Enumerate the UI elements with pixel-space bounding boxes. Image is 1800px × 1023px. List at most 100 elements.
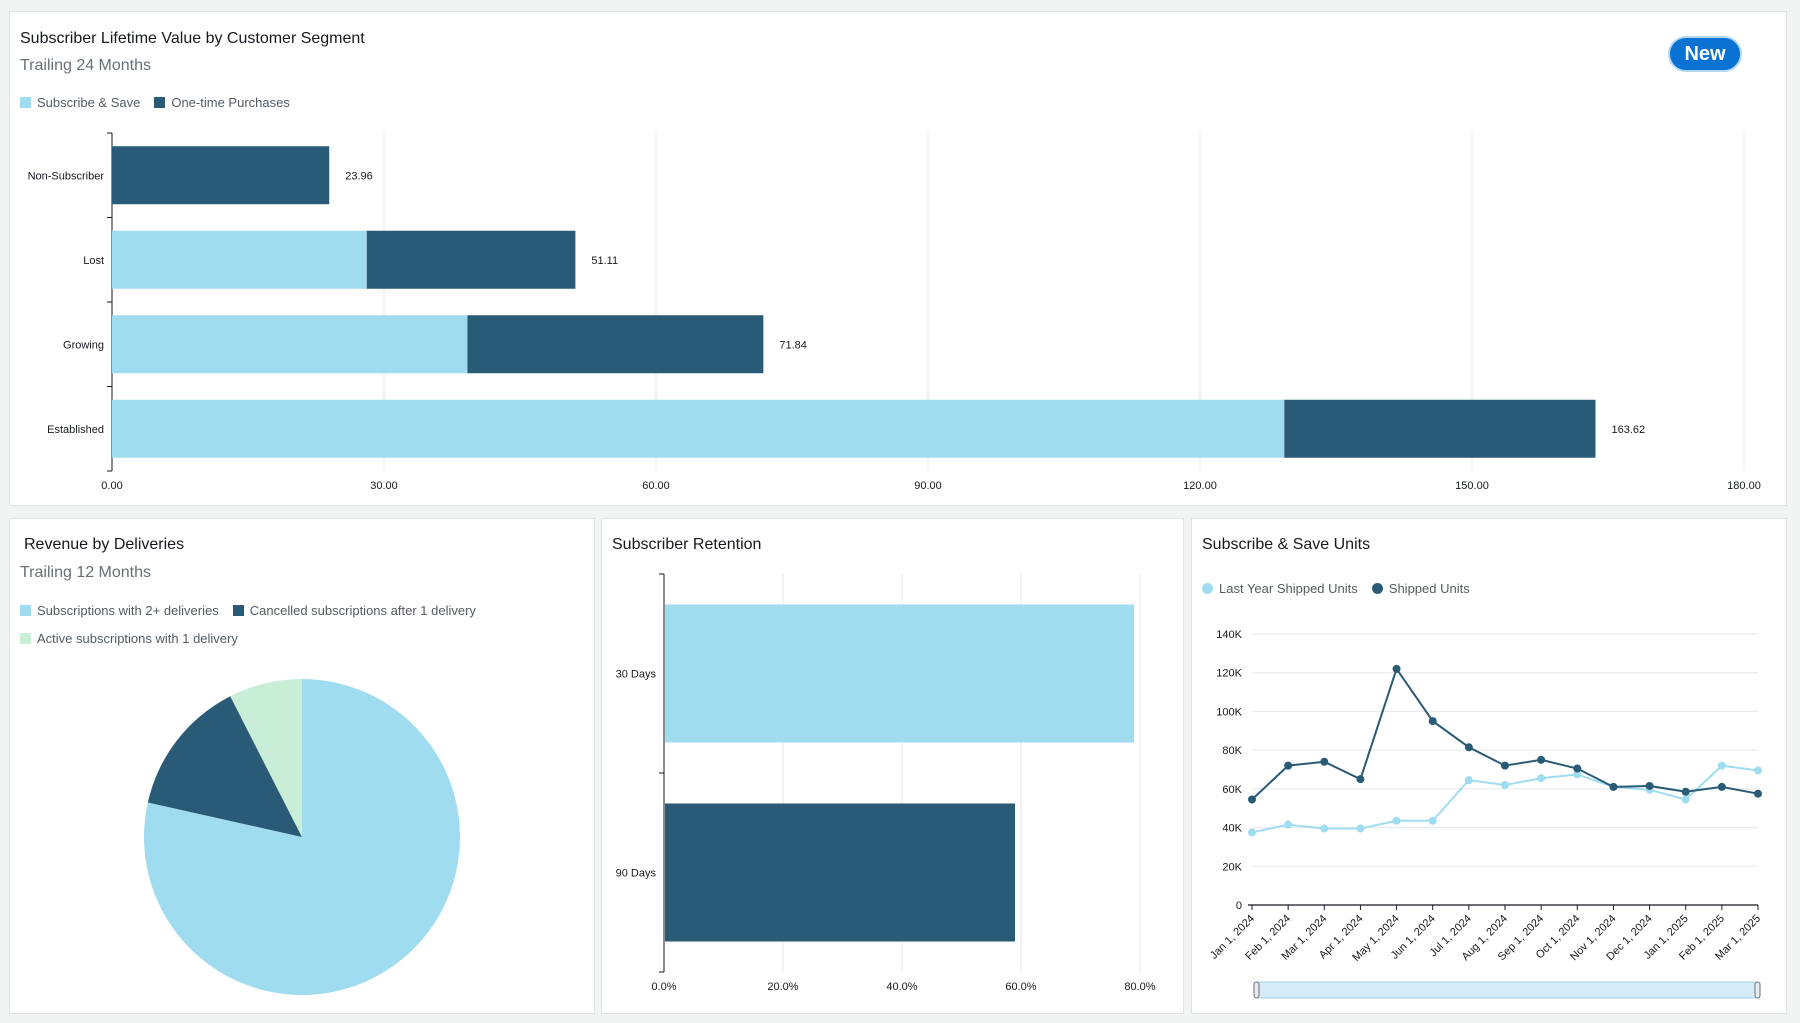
legend-dot	[1202, 582, 1213, 594]
range-handle-left[interactable]	[1253, 981, 1260, 999]
data-point	[1392, 664, 1401, 673]
x-tick-label: 150.00	[1455, 480, 1489, 492]
revenue-legend: Subscriptions with 2+ deliveries Cancell…	[20, 596, 540, 652]
range-handle-right[interactable]	[1754, 981, 1761, 999]
y-tick-label: Lost	[83, 255, 104, 267]
x-tick-label: 30.00	[370, 480, 398, 492]
data-point	[1501, 761, 1509, 770]
data-point	[1717, 782, 1726, 791]
retention-title: Subscriber Retention	[612, 536, 762, 553]
data-point	[1284, 820, 1293, 829]
data-point	[1428, 816, 1437, 825]
legend-item-active[interactable]: Active subscriptions with 1 delivery	[20, 624, 238, 652]
new-badge[interactable]: New	[1668, 36, 1742, 72]
legend-swatch	[20, 96, 31, 108]
bar-segment	[366, 230, 576, 289]
legend-swatch	[232, 604, 244, 616]
y-tick-label: Non-Subscriber	[28, 170, 105, 182]
data-point	[1392, 816, 1401, 825]
ltv-legend: Subscribe & Save One-time Purchases	[20, 88, 304, 116]
legend-label: Last Year Shipped Units	[1219, 580, 1358, 596]
data-point	[1681, 787, 1690, 796]
data-point	[1464, 743, 1473, 752]
data-point	[1754, 766, 1762, 775]
x-tick-label: 0.0%	[651, 981, 676, 993]
data-point	[1356, 775, 1365, 784]
data-point	[1573, 764, 1582, 773]
legend-item-last-year[interactable]: Last Year Shipped Units	[1202, 574, 1358, 602]
bar-segment	[112, 230, 367, 289]
y-tick-label: Growing	[63, 339, 104, 351]
legend-label: Shipped Units	[1388, 580, 1470, 596]
data-label: 163.62	[1611, 424, 1645, 436]
y-tick-label: 40K	[1222, 823, 1242, 835]
bar-segment	[467, 315, 764, 374]
y-tick-label: 140K	[1216, 629, 1242, 641]
data-label: 51.11	[591, 255, 618, 267]
revenue-subtitle: Trailing 12 Months	[20, 564, 152, 581]
data-point	[1537, 755, 1546, 764]
x-tick-label: 40.0%	[886, 981, 917, 993]
x-tick-label: 180.00	[1727, 480, 1761, 492]
legend-item-2plus[interactable]: Subscriptions with 2+ deliveries	[20, 596, 219, 624]
y-tick-label: 0	[1236, 900, 1242, 912]
bar	[665, 604, 1135, 743]
pie-slice	[230, 679, 302, 837]
data-point	[1573, 770, 1582, 779]
y-tick-label: 120K	[1216, 668, 1242, 680]
ltv-title: Subscriber Lifetime Value by Customer Se…	[20, 30, 365, 47]
retention-chart: 0.0% 20.0% 40.0% 60.0% 80.0% 30 Days 90 Days	[616, 573, 1156, 993]
bar	[665, 803, 1016, 942]
data-point	[1320, 824, 1329, 833]
data-point	[1645, 781, 1654, 790]
legend-label: Active subscriptions with 1 delivery	[37, 630, 238, 646]
legend-dot	[1371, 582, 1383, 594]
x-tick-label: 120.00	[1183, 480, 1217, 492]
data-point	[1248, 828, 1256, 837]
data-point	[1428, 717, 1437, 726]
bar-segment	[112, 399, 1285, 458]
revenue-title: Revenue by Deliveries	[24, 536, 185, 553]
bar-segment	[112, 146, 330, 205]
series-line	[1251, 666, 1759, 801]
y-tick-label: 30 Days	[616, 669, 657, 681]
data-point	[1501, 780, 1509, 789]
legend-label: One-time Purchases	[171, 94, 290, 110]
y-tick-label: 20K	[1222, 861, 1242, 873]
data-point	[1681, 795, 1690, 804]
y-tick-label: 60K	[1222, 784, 1242, 796]
data-label: 71.84	[779, 339, 807, 351]
data-point	[1464, 776, 1473, 785]
data-point	[1284, 761, 1293, 770]
ltv-chart: 0.00 30.00 60.00 90.00 120.00 150.00 180.00 Non…	[28, 132, 1761, 492]
x-tick-label: 60.0%	[1005, 981, 1036, 993]
y-tick-label: Established	[47, 424, 104, 436]
data-point	[1356, 824, 1365, 833]
x-tick-label: 80.0%	[1124, 981, 1155, 993]
x-tick-label: 0.00	[101, 480, 122, 492]
revenue-pie-chart	[143, 679, 460, 996]
data-label: 23.96	[345, 170, 373, 182]
y-tick-label: 80K	[1222, 745, 1242, 757]
legend-item-shipped[interactable]: Shipped Units	[1371, 574, 1470, 602]
data-point	[1537, 774, 1546, 783]
x-tick-label: 20.0%	[767, 981, 798, 993]
y-tick-label: 100K	[1216, 706, 1242, 718]
data-point	[1320, 757, 1329, 766]
bar-segment	[112, 315, 468, 374]
legend-item-cancelled[interactable]: Cancelled subscriptions after 1 delivery	[232, 596, 476, 624]
bar-segment	[1284, 399, 1596, 458]
x-tick-label: 60.00	[642, 480, 670, 492]
legend-swatch	[20, 632, 31, 644]
legend-label: Subscribe & Save	[37, 94, 141, 110]
legend-swatch	[154, 96, 166, 108]
x-tick-label: 90.00	[914, 480, 942, 492]
range-scrollbar[interactable]	[1255, 981, 1759, 999]
data-point	[1717, 761, 1726, 770]
ltv-subtitle: Trailing 24 Months	[20, 57, 152, 74]
data-point	[1609, 782, 1618, 791]
pie-slice	[147, 696, 302, 837]
legend-item-one-time[interactable]: One-time Purchases	[154, 88, 290, 116]
legend-item-subscribe-save[interactable]: Subscribe & Save	[20, 88, 140, 116]
